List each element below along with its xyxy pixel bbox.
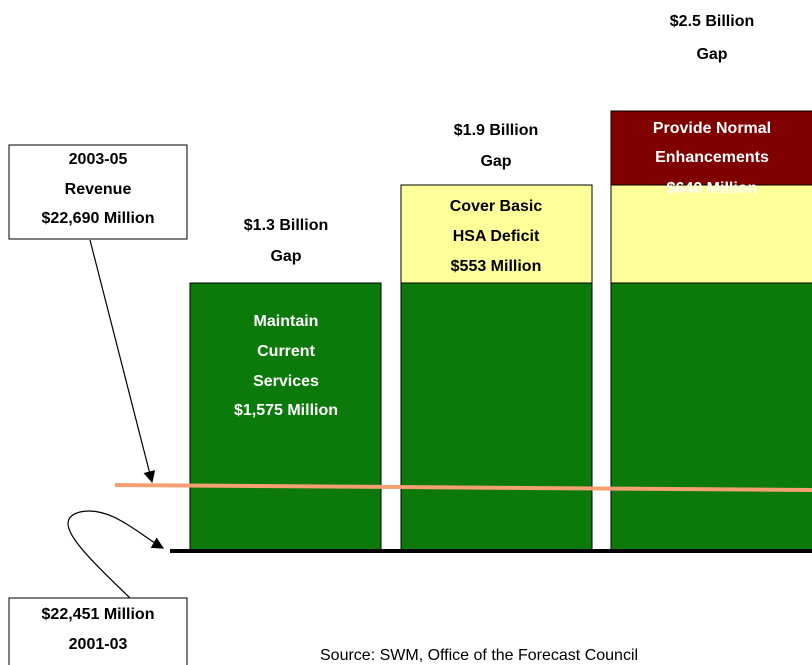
- arrow: [89, 239, 156, 484]
- gap-label: $2.5 Billion: [670, 13, 754, 30]
- bar-cover: [400, 184, 593, 284]
- segment-label: Current: [257, 343, 315, 360]
- segment-label: $640 Million: [667, 180, 758, 197]
- gap-label: Gap: [696, 46, 727, 63]
- gap-label: $1.9 Billion: [454, 122, 538, 139]
- segment-label: Maintain: [254, 313, 319, 330]
- segment-label: $1,575 Million: [234, 402, 338, 419]
- gap-label: Gap: [270, 248, 301, 265]
- bar-cover: [610, 184, 812, 284]
- segment-label: Services: [253, 373, 319, 390]
- source: Source: SWM, Office of the Forecast Coun…: [320, 647, 638, 664]
- bar-maintain: [610, 282, 812, 552]
- revenue-line: [114, 483, 812, 492]
- base-box: [8, 597, 188, 665]
- revenue-box: [8, 144, 188, 240]
- segment-label: Enhancements: [655, 149, 769, 166]
- bar-enhance: [610, 110, 812, 186]
- segment-label: Cover Basic: [450, 198, 543, 215]
- arrow: [67, 510, 165, 599]
- segment-label: Provide Normal: [653, 120, 771, 137]
- box-text: $22,690 Million: [42, 210, 155, 227]
- gap-label: Gap: [480, 153, 511, 170]
- gap-label: $1.3 Billion: [244, 217, 328, 234]
- box-text: 2003-05: [69, 151, 128, 168]
- box-text: 2001-03: [69, 636, 128, 653]
- segment-label: HSA Deficit: [453, 228, 540, 245]
- bar-maintain: [400, 282, 593, 552]
- box-text: $22,451 Million: [42, 606, 155, 623]
- segment-label: $553 Million: [451, 258, 542, 275]
- box-text: Revenue: [65, 181, 132, 198]
- bar-maintain: [189, 282, 382, 552]
